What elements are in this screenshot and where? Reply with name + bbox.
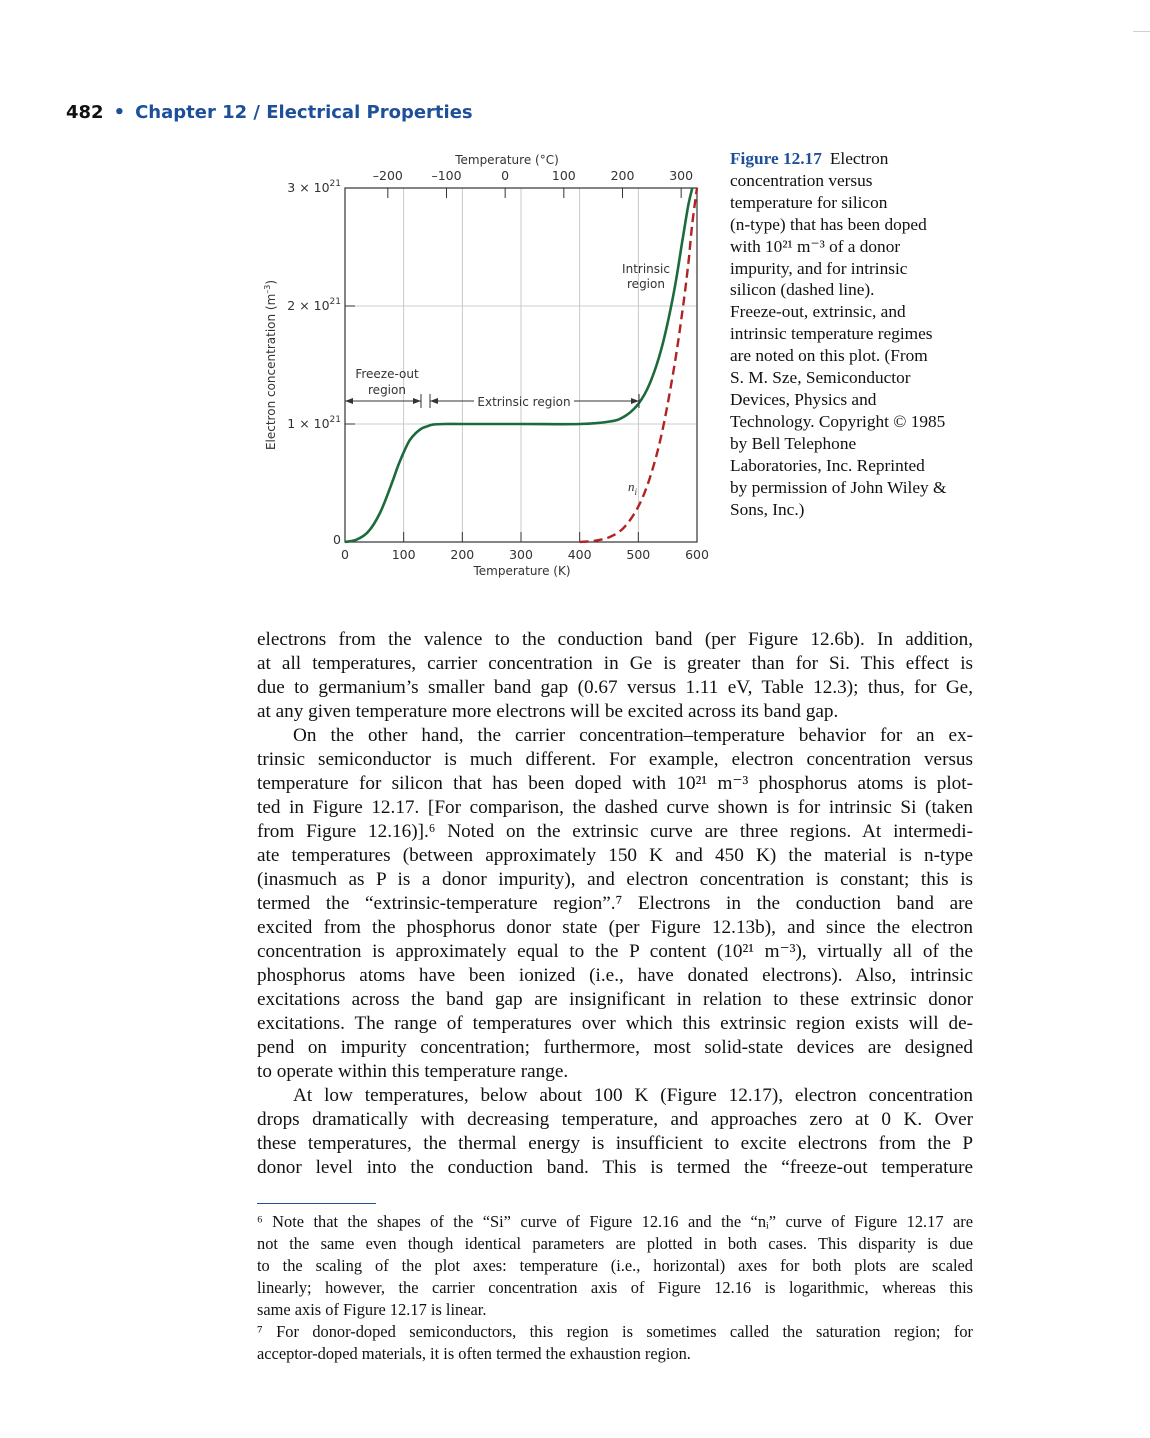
footnote-line: ⁶ Note that the shapes of the “Si” curve… <box>257 1212 973 1231</box>
caption-line: Figure 12.17 Electron <box>730 149 889 168</box>
figure-12-17-chart: Temperature (°C) –200 –100 0 100 200 300 0 100… <box>263 153 709 578</box>
caption-line: impurity, and for intrinsic <box>730 258 908 278</box>
x-tick-label: 0 <box>341 547 349 562</box>
body-line: On the other hand, the carrier concentra… <box>293 725 973 746</box>
running-head: 482 • Chapter 12 / Electrical Properties <box>66 102 473 123</box>
body-line: electrons from the valence to the conduc… <box>257 629 973 650</box>
footnote-line: not the same even though identical param… <box>257 1233 973 1253</box>
gridlines <box>345 188 697 542</box>
y-tick-label: 3 × 1021 <box>287 179 341 195</box>
x2-tick-label: 100 <box>552 168 576 183</box>
caption-line: S. M. Sze, Semiconductor <box>730 368 911 388</box>
y-axis-title: Electron concentration (m–3) <box>263 280 278 450</box>
body-line: excitations across the band gap are insi… <box>257 989 973 1010</box>
footnote-line: acceptor-doped materials, it is often te… <box>257 1344 691 1364</box>
top-axis-title: Temperature (°C) <box>454 153 559 167</box>
freeze-out-label-line2: region <box>368 383 406 397</box>
intrinsic-ni-curve <box>579 187 699 544</box>
chapter-title: Chapter 12 / Electrical Properties <box>135 102 473 123</box>
ni-label: ni <box>628 479 638 497</box>
footnote-6: ⁶ Note that the shapes of the “Si” curve… <box>257 1211 973 1320</box>
caption-line: intrinsic temperature regimes <box>730 324 933 344</box>
body-line: At low temperatures, below about 100 K (… <box>293 1085 973 1106</box>
caption-line: Sons, Inc.) <box>730 499 805 519</box>
x-tick-label: 400 <box>568 547 592 562</box>
body-line: drops dramatically with decreasing tempe… <box>257 1109 973 1130</box>
y-axis-ticks: 0 1 × 1021 2 × 1021 3 × 1021 <box>287 179 355 547</box>
caption-line: (n-type) that has been doped <box>730 214 927 234</box>
caption-line: silicon (dashed line). <box>730 280 875 300</box>
body-line: temperature for silicon that has been do… <box>257 773 973 794</box>
body-line: these temperatures, the thermal energy i… <box>257 1133 973 1154</box>
body-line: at any given temperature more electrons … <box>257 701 839 722</box>
y-tick-label: 1 × 1021 <box>287 415 341 431</box>
body-line: to operate within this temperature range… <box>257 1061 569 1082</box>
body-line: from Figure 12.16)].⁶ Noted on the extri… <box>257 821 973 842</box>
top-axis-ticks: –200 –100 0 100 200 300 <box>373 168 693 198</box>
x-tick-label: 300 <box>509 547 533 562</box>
intrinsic-label-line1: Intrinsic <box>622 262 670 276</box>
body-line: concentration is approximately equal to … <box>257 941 973 962</box>
y-tick-label: 0 <box>333 532 341 547</box>
caption-line: by permission of John Wiley & <box>730 477 947 497</box>
x-tick-label: 600 <box>685 547 709 562</box>
caption-line: Devices, Physics and <box>730 389 877 409</box>
body-line: ted in Figure 12.17. [For comparison, th… <box>257 797 973 818</box>
caption-line: concentration versus <box>730 170 873 190</box>
y-tick-label: 2 × 1021 <box>287 297 341 313</box>
extrinsic-annotation: Extrinsic region <box>430 394 640 409</box>
body-line: phosphorus atoms have been ionized (i.e.… <box>257 965 973 986</box>
footnote-line: ⁷ For donor-doped semiconductors, this r… <box>257 1322 973 1342</box>
caption-line: with 10²¹ m⁻³ of a donor <box>730 236 901 256</box>
body-line: termed the “extrinsic-temperature region… <box>257 893 973 914</box>
x2-tick-label: –100 <box>431 168 461 183</box>
footnote-line: same axis of Figure 12.17 is linear. <box>257 1299 487 1319</box>
header-bullet: • <box>113 102 126 123</box>
caption-line: by Bell Telephone <box>730 433 857 453</box>
figure-number: Figure 12.17 <box>730 149 822 168</box>
x-tick-label: 500 <box>626 547 650 562</box>
x2-tick-label: 200 <box>611 168 635 183</box>
footnote-7: ⁷ For donor-doped semiconductors, this r… <box>257 1321 973 1365</box>
body-line: excitations. The range of temperatures o… <box>257 1013 973 1034</box>
x-axis-title: Temperature (K) <box>472 564 570 578</box>
page-edge-mark <box>1133 31 1150 32</box>
freeze-out-annotation: Freeze-out region <box>345 367 431 408</box>
body-line: excited from the phosphorus donor state … <box>257 917 973 938</box>
x2-tick-label: –200 <box>373 168 403 183</box>
body-text: electrons from the valence to the conduc… <box>257 628 973 1180</box>
body-line: pend on impurity concentration; furtherm… <box>257 1037 973 1058</box>
plot-frame <box>344 187 698 543</box>
footnote-rule <box>257 1203 376 1204</box>
figure-caption: Figure 12.17 Electron concentration versu… <box>730 148 980 520</box>
caption-line: Freeze-out, extrinsic, and <box>730 302 906 322</box>
x2-tick-label: 0 <box>501 168 509 183</box>
body-line: at all temperatures, carrier concentrati… <box>257 653 973 674</box>
body-line: trinsic semiconductor is much different.… <box>257 749 973 770</box>
body-line: due to germanium’s smaller band gap (0.6… <box>257 677 973 698</box>
caption-line: Technology. Copyright © 1985 <box>730 411 946 431</box>
caption-line: are noted on this plot. (From <box>730 346 928 366</box>
intrinsic-label-line2: region <box>627 277 665 291</box>
caption-line: temperature for silicon <box>730 192 888 212</box>
body-line: donor level into the conduction band. Th… <box>257 1157 973 1178</box>
x-tick-label: 200 <box>450 547 474 562</box>
footnote-line: to the scaling of the plot axes: tempera… <box>257 1255 973 1275</box>
extrinsic-si-curve <box>344 187 694 544</box>
body-line: ate temperatures (between approximately … <box>257 845 973 866</box>
body-line: (inasmuch as P is a donor impurity), and… <box>257 869 973 890</box>
freeze-out-label-line1: Freeze-out <box>355 367 419 381</box>
bottom-axis-ticks: 0 100 200 300 400 500 600 <box>341 532 709 562</box>
page-number: 482 <box>66 102 104 123</box>
footnote-line: linearly; however, the carrier concentra… <box>257 1277 973 1297</box>
footnotes: ⁶ Note that the shapes of the “Si” curve… <box>257 1211 973 1365</box>
extrinsic-label: Extrinsic region <box>477 395 570 409</box>
x2-tick-label: 300 <box>669 168 693 183</box>
x-tick-label: 100 <box>392 547 416 562</box>
caption-line: Laboratories, Inc. Reprinted <box>730 455 925 475</box>
